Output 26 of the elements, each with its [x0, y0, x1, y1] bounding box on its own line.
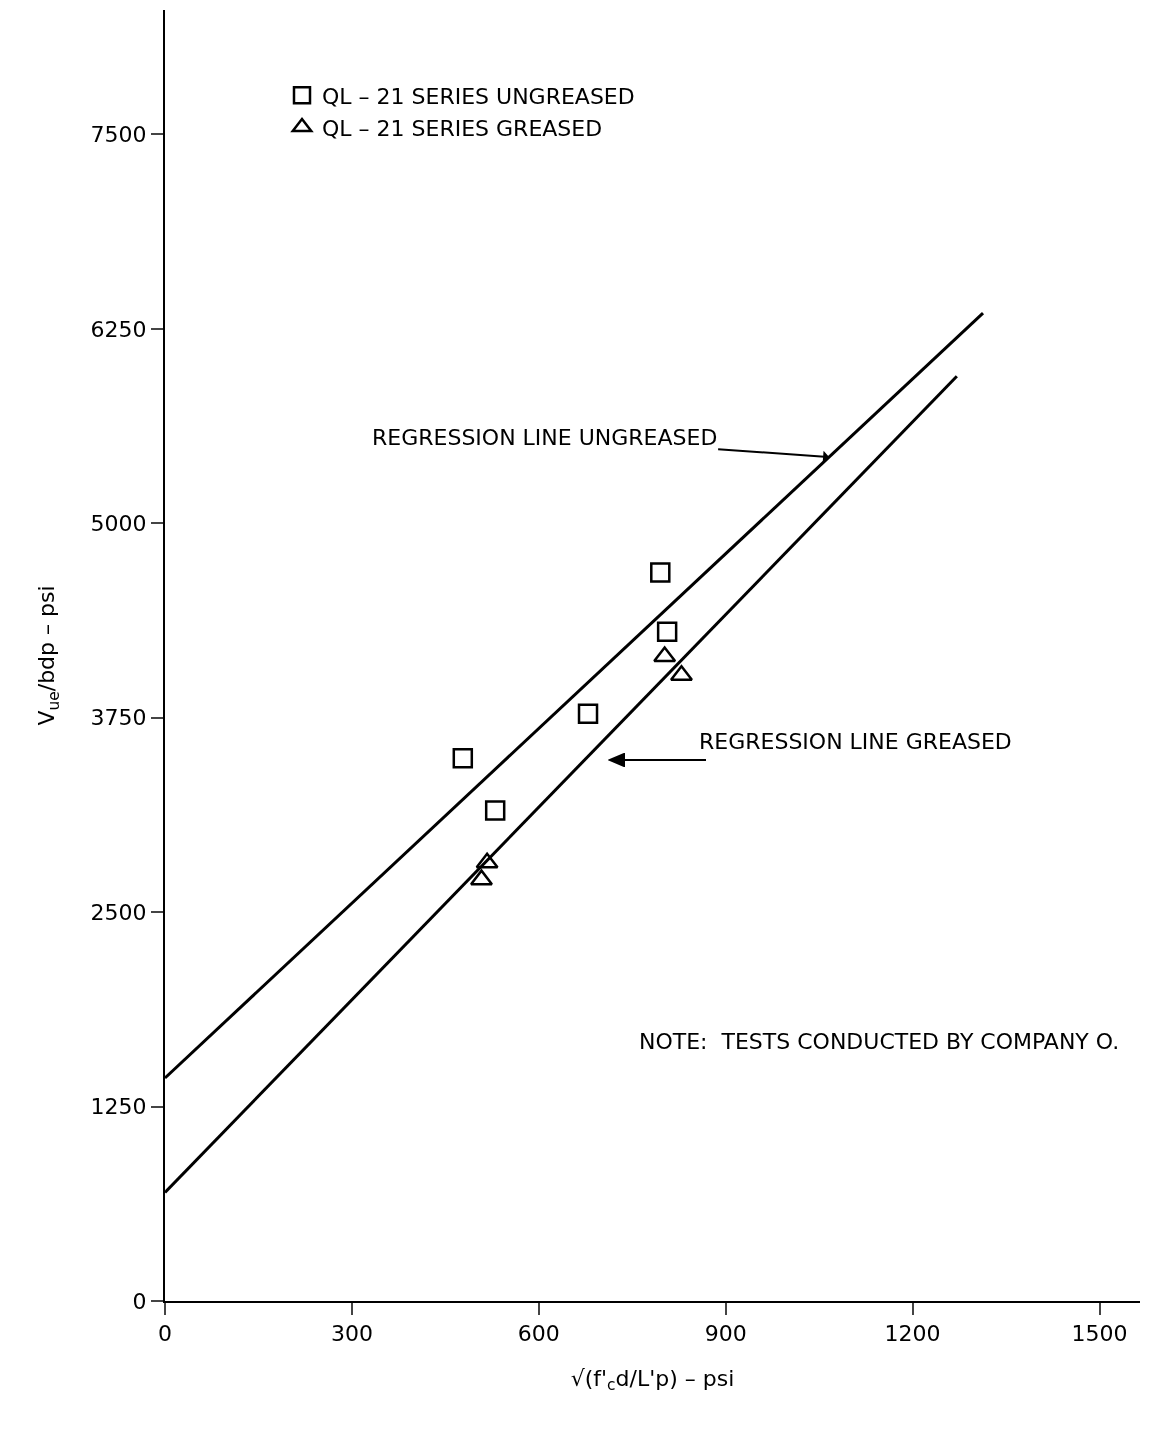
- x-axis-title: √(f'$_{c}$d/L'p) – psi: [570, 1365, 735, 1395]
- x-tick-label: 300: [330, 1321, 373, 1347]
- y-tick-label: 6250: [90, 316, 147, 342]
- point: [650, 562, 671, 583]
- point: [452, 747, 474, 769]
- annotation: REGRESSION LINE GREASED: [699, 729, 1012, 754]
- x-tick-label: 900: [704, 1321, 747, 1347]
- x-tick-label: 0: [158, 1321, 172, 1347]
- x-tick-label: 600: [517, 1321, 560, 1347]
- y-tick-label: 5000: [90, 510, 147, 536]
- point: [656, 621, 678, 643]
- point: [653, 646, 677, 663]
- y-tick-label: 7500: [90, 122, 147, 148]
- annotation: REGRESSION LINE UNGREASED: [372, 425, 718, 450]
- y-tick-label: 2500: [90, 899, 147, 925]
- point: [475, 852, 499, 869]
- annotation: NOTE: TESTS CONDUCTED BY COMPANY O.: [639, 1029, 1120, 1054]
- y-tick-label: 1250: [90, 1094, 147, 1120]
- y-tick-label: 0: [132, 1288, 147, 1314]
- legend-label: QL – 21 SERIES GREASED: [322, 115, 603, 141]
- legend-label: QL – 21 SERIES UNGREASED: [322, 83, 635, 109]
- point: [484, 800, 506, 821]
- y-tick-label: 3750: [90, 705, 147, 731]
- x-tick-label: 1500: [1071, 1321, 1128, 1347]
- point: [577, 703, 599, 725]
- x-tick-label: 1200: [884, 1321, 941, 1347]
